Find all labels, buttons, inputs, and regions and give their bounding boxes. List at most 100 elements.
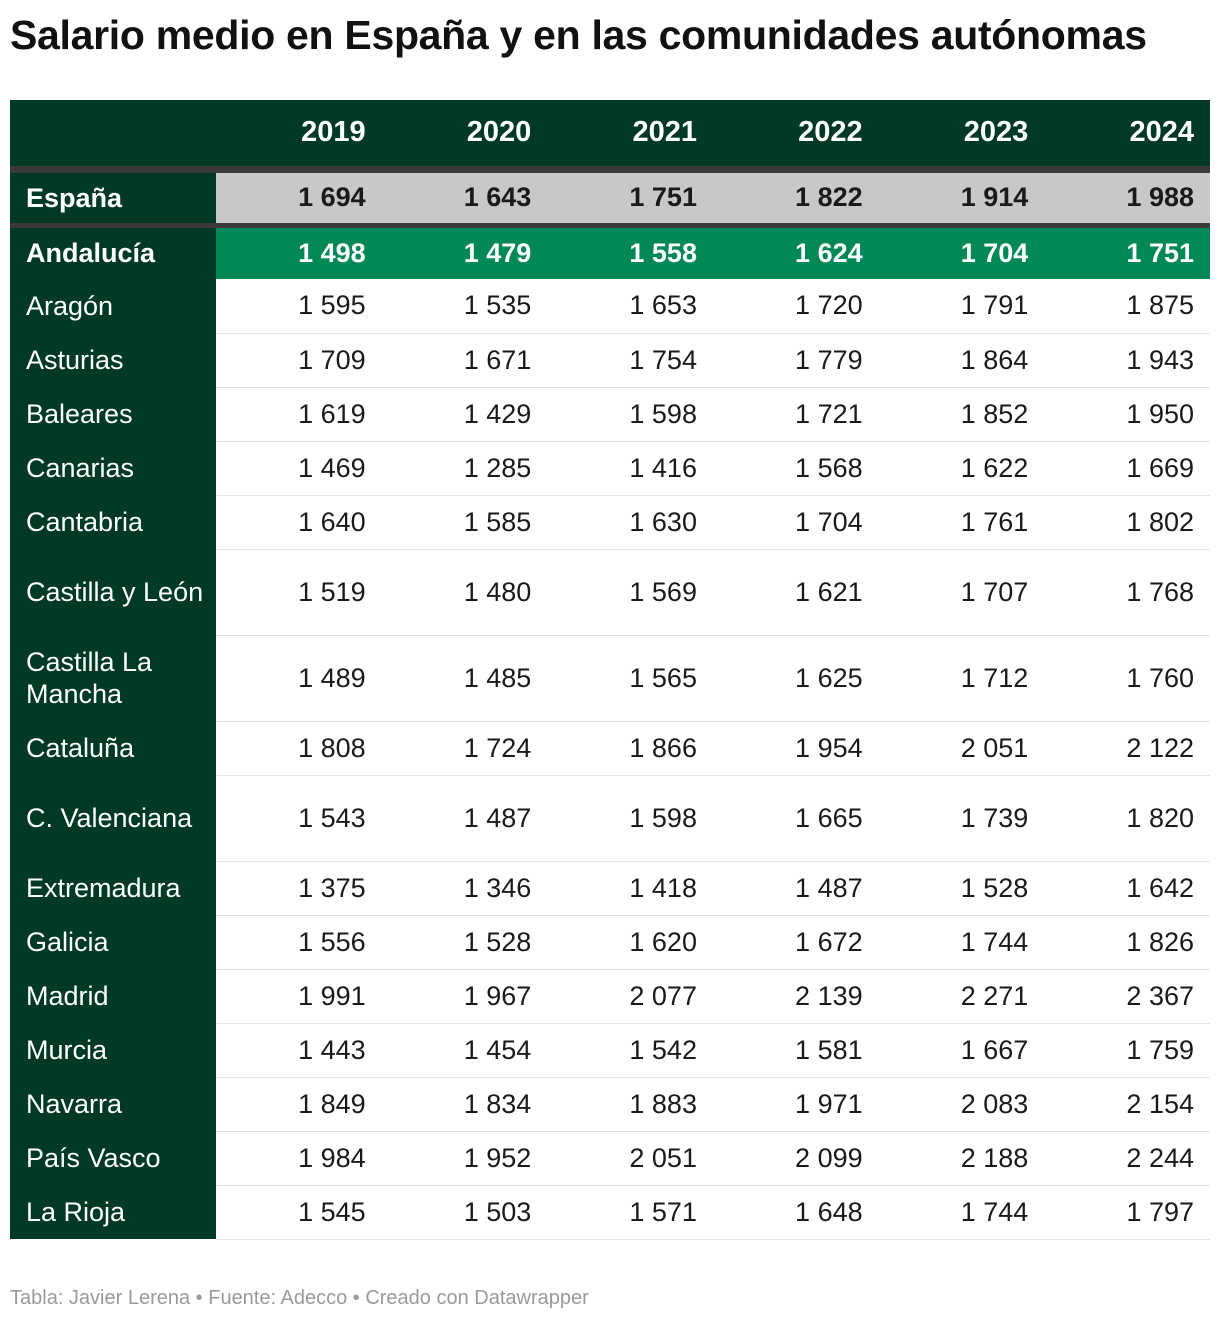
value-cell-2022: 1 971 (712, 1077, 879, 1132)
value-cell-2021: 1 620 (547, 915, 713, 970)
region-name-cell: Madrid (10, 969, 216, 1023)
table-row: Canarias 1 469 1 285 1 416 1 568 1 622 1 669 (10, 441, 1210, 496)
table-row: Castilla La Mancha 1 489 1 485 1 565 1 625 1 … (10, 635, 1210, 722)
value-cell-2020: 1 479 (381, 225, 548, 279)
table-row: Asturias 1 709 1 671 1 754 1 779 1 864 1 943 (10, 333, 1210, 388)
value-cell-2021: 2 051 (547, 1131, 713, 1186)
value-cell-2021: 1 598 (547, 387, 713, 442)
table-row: Cantabria 1 640 1 585 1 630 1 704 1 761 1 802 (10, 495, 1210, 550)
value-cell-2022: 1 954 (712, 721, 879, 776)
value-cell-2023: 1 704 (878, 225, 1045, 279)
value-cell-2020: 1 967 (381, 969, 548, 1024)
value-cell-2023: 2 083 (878, 1077, 1045, 1132)
value-cell-2021: 1 630 (547, 495, 713, 550)
value-cell-2024: 1 759 (1044, 1023, 1210, 1078)
value-cell-2020: 1 285 (381, 441, 548, 496)
value-cell-2020: 1 454 (381, 1023, 548, 1078)
table-row: Cataluña 1 808 1 724 1 866 1 954 2 051 2 122 (10, 721, 1210, 776)
value-cell-2024: 1 875 (1044, 279, 1210, 334)
value-cell-2023: 2 051 (878, 721, 1045, 776)
value-cell-2020: 1 671 (381, 333, 548, 388)
salary-table: 2019 2020 2021 2022 2023 2024 España 1 69… (10, 100, 1210, 1240)
value-cell-2023: 1 744 (878, 915, 1045, 970)
value-cell-2019: 1 489 (216, 635, 382, 722)
table-row: Castilla y León 1 519 1 480 1 569 1 621 1 707… (10, 549, 1210, 636)
value-cell-2021: 1 542 (547, 1023, 713, 1078)
value-cell-2024: 1 826 (1044, 915, 1210, 970)
value-cell-2019: 1 991 (216, 969, 382, 1024)
region-name-cell: Navarra (10, 1077, 216, 1131)
value-cell-2024: 1 988 (1044, 169, 1210, 228)
value-cell-2022: 1 822 (712, 169, 879, 228)
value-cell-2020: 1 480 (381, 549, 548, 636)
value-cell-2024: 1 797 (1044, 1185, 1210, 1240)
region-name-cell: España (10, 169, 216, 228)
region-name-cell: Aragón (10, 279, 216, 333)
value-cell-2020: 1 429 (381, 387, 548, 442)
value-cell-2024: 1 642 (1044, 861, 1210, 916)
value-cell-2020: 1 535 (381, 279, 548, 334)
header-cell-region (10, 100, 216, 173)
value-cell-2024: 2 122 (1044, 721, 1210, 776)
value-cell-2019: 1 469 (216, 441, 382, 496)
value-cell-2022: 1 672 (712, 915, 879, 970)
value-cell-2024: 2 154 (1044, 1077, 1210, 1132)
value-cell-2022: 2 099 (712, 1131, 879, 1186)
value-cell-2024: 1 751 (1044, 225, 1210, 279)
table-header-row: 2019 2020 2021 2022 2023 2024 (10, 100, 1210, 173)
value-cell-2020: 1 528 (381, 915, 548, 970)
value-cell-2020: 1 585 (381, 495, 548, 550)
table-row: País Vasco 1 984 1 952 2 051 2 099 2 188 2 244 (10, 1131, 1210, 1186)
table-row: Aragón 1 595 1 535 1 653 1 720 1 791 1 875 (10, 279, 1210, 334)
value-cell-2021: 1 754 (547, 333, 713, 388)
value-cell-2023: 1 744 (878, 1185, 1045, 1240)
value-cell-2022: 2 139 (712, 969, 879, 1024)
region-name-cell: Canarias (10, 441, 216, 495)
header-cell-2021: 2021 (547, 100, 713, 173)
value-cell-2023: 1 528 (878, 861, 1045, 916)
region-name-cell: Extremadura (10, 861, 216, 915)
value-cell-2020: 1 485 (381, 635, 548, 722)
value-cell-2021: 1 571 (547, 1185, 713, 1240)
value-cell-2023: 1 667 (878, 1023, 1045, 1078)
value-cell-2022: 1 624 (712, 225, 879, 279)
value-cell-2020: 1 724 (381, 721, 548, 776)
table-row-total: España 1 694 1 643 1 751 1 822 1 914 1 988 (10, 169, 1210, 228)
region-name-cell: Baleares (10, 387, 216, 441)
value-cell-2024: 1 802 (1044, 495, 1210, 550)
value-cell-2022: 1 487 (712, 861, 879, 916)
value-cell-2024: 1 943 (1044, 333, 1210, 388)
value-cell-2022: 1 581 (712, 1023, 879, 1078)
value-cell-2019: 1 619 (216, 387, 382, 442)
value-cell-2019: 1 849 (216, 1077, 382, 1132)
value-cell-2023: 1 791 (878, 279, 1045, 334)
value-cell-2022: 1 721 (712, 387, 879, 442)
value-cell-2023: 1 622 (878, 441, 1045, 496)
value-cell-2020: 1 487 (381, 775, 548, 862)
table-row: La Rioja 1 545 1 503 1 571 1 648 1 744 1 797 (10, 1185, 1210, 1240)
value-cell-2021: 1 416 (547, 441, 713, 496)
value-cell-2019: 1 640 (216, 495, 382, 550)
region-name-cell: Murcia (10, 1023, 216, 1077)
value-cell-2023: 1 852 (878, 387, 1045, 442)
region-name-cell: Cantabria (10, 495, 216, 549)
page-title: Salario medio en España y en las comunid… (10, 12, 1147, 58)
table-row: Extremadura 1 375 1 346 1 418 1 487 1 528 1 64… (10, 861, 1210, 916)
table-row: Navarra 1 849 1 834 1 883 1 971 2 083 2 154 (10, 1077, 1210, 1132)
value-cell-2021: 1 598 (547, 775, 713, 862)
table-row: C. Valenciana 1 543 1 487 1 598 1 665 1 739 1 … (10, 775, 1210, 862)
value-cell-2019: 1 519 (216, 549, 382, 636)
value-cell-2020: 1 834 (381, 1077, 548, 1132)
value-cell-2022: 1 665 (712, 775, 879, 862)
header-cell-2023: 2023 (878, 100, 1045, 173)
value-cell-2023: 2 188 (878, 1131, 1045, 1186)
value-cell-2024: 2 367 (1044, 969, 1210, 1024)
value-cell-2022: 1 648 (712, 1185, 879, 1240)
value-cell-2019: 1 543 (216, 775, 382, 862)
value-cell-2024: 1 950 (1044, 387, 1210, 442)
value-cell-2020: 1 952 (381, 1131, 548, 1186)
value-cell-2020: 1 346 (381, 861, 548, 916)
value-cell-2019: 1 808 (216, 721, 382, 776)
value-cell-2019: 1 595 (216, 279, 382, 334)
value-cell-2019: 1 556 (216, 915, 382, 970)
